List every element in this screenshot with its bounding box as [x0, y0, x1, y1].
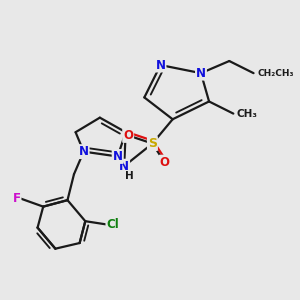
- Text: N: N: [79, 145, 89, 158]
- Text: O: O: [160, 156, 170, 169]
- Text: N: N: [155, 58, 166, 72]
- Text: O: O: [123, 129, 133, 142]
- Text: Cl: Cl: [106, 218, 119, 231]
- Text: N: N: [112, 150, 123, 163]
- Text: CH₂CH₃: CH₂CH₃: [258, 69, 294, 78]
- Text: CH₃: CH₃: [237, 109, 258, 118]
- Text: N: N: [196, 67, 206, 80]
- Text: N: N: [119, 160, 129, 173]
- Text: H: H: [124, 171, 133, 181]
- Text: F: F: [13, 192, 20, 205]
- Text: S: S: [148, 137, 157, 150]
